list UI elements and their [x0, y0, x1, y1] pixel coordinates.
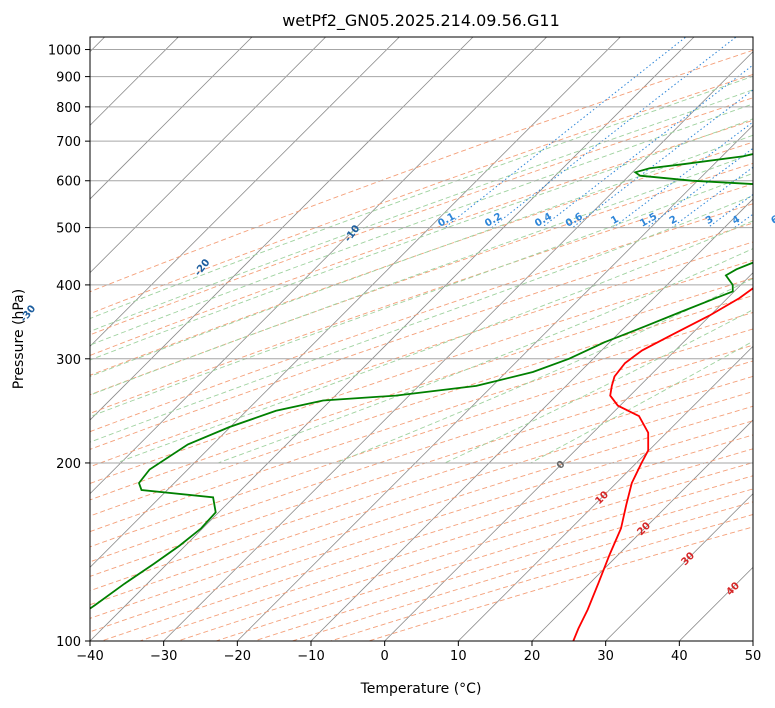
- isotherm-line: [90, 37, 548, 495]
- isotherm-line: [90, 37, 400, 347]
- dry-adiabat-line: [90, 360, 753, 577]
- dry-adiabat-line: [90, 183, 753, 414]
- isotherm-line: [90, 37, 474, 421]
- dry-adiabat-line: [90, 328, 753, 548]
- x-axis-label: Temperature (°C): [360, 681, 482, 697]
- y-tick-label: 100: [56, 635, 81, 650]
- y-tick-label: 600: [56, 175, 81, 190]
- moist-adiabat-line: [116, 220, 753, 464]
- isotherm-line: [90, 37, 253, 200]
- y-tick-label: 200: [56, 457, 81, 472]
- x-tick-label: −30: [150, 649, 177, 664]
- mixing-ratio-label: 6: [769, 214, 775, 227]
- dry-adiabat-line: [90, 375, 753, 592]
- moist-adiabat-line: [90, 134, 753, 377]
- mixing-ratio-label: 1: [609, 214, 621, 227]
- isobar-gridlines: [90, 49, 753, 641]
- chart-title: wetPf2_GN05.2025.214.09.56.G11: [282, 11, 560, 31]
- mixing-ratio-label: 3: [704, 214, 716, 227]
- isotherm-line: [605, 493, 753, 641]
- y-tick-label: 700: [56, 135, 81, 150]
- mixing-ratio-label: 2: [668, 214, 680, 227]
- x-tick-label: −10: [297, 649, 324, 664]
- profile-lines: [90, 153, 753, 641]
- isotherm-line: [90, 37, 621, 568]
- y-tick-label: 800: [56, 101, 81, 116]
- x-tick-label: 0: [381, 649, 389, 664]
- x-tick-label: 30: [597, 649, 614, 664]
- y-tick-label: 900: [56, 71, 81, 86]
- y-axis-label: Pressure (hPa): [11, 289, 27, 389]
- isotherm-line: [531, 419, 753, 641]
- moist-adiabat-line: [90, 152, 753, 396]
- y-tick-label: 400: [56, 279, 81, 294]
- dry-adiabat-line: [90, 222, 753, 450]
- x-tick-label: 10: [450, 649, 467, 664]
- moist-adiabat-line: [90, 118, 753, 361]
- isotherm-line: [384, 272, 753, 641]
- mixing-ratio-label: 4: [731, 214, 743, 227]
- x-tick-label: −40: [76, 649, 103, 664]
- moist-adiabat-line: [444, 309, 753, 464]
- isotherm-line: [90, 37, 695, 641]
- temperature-line: [572, 287, 753, 641]
- x-tick-label: 20: [524, 649, 541, 664]
- dewpoint-line: [90, 153, 753, 610]
- isotherm-line: [236, 124, 753, 641]
- moist-adiabat-line: [217, 248, 753, 464]
- isotherm-line: [310, 198, 753, 641]
- x-axis-ticks: −40 −30 −20 −10 0 10 20 30 40 50: [76, 641, 761, 664]
- dry-adiabat-line: [90, 259, 753, 484]
- y-tick-label: 1000: [48, 44, 81, 59]
- x-tick-label: 40: [671, 649, 688, 664]
- dry-adiabat-line: [90, 344, 753, 563]
- x-tick-label: 50: [745, 649, 762, 664]
- plot-frame: [89, 36, 754, 642]
- dry-adiabat-line: [90, 203, 753, 433]
- y-tick-label: 500: [56, 222, 81, 237]
- y-axis-ticks: 100 200 300 400 500 600 700 800 900 1000: [48, 44, 90, 650]
- dry-adiabat-line: [90, 311, 753, 533]
- isotherm-line: [90, 37, 327, 274]
- y-tick-label: 300: [56, 353, 81, 368]
- x-tick-label: −20: [224, 649, 251, 664]
- dry-adiabat-line: [90, 241, 753, 468]
- moist-adiabat-line: [90, 195, 753, 443]
- moist-adiabat-line: [90, 89, 753, 332]
- dry-adiabat-line: [90, 277, 753, 501]
- dry-adiabat-line: [90, 295, 753, 517]
